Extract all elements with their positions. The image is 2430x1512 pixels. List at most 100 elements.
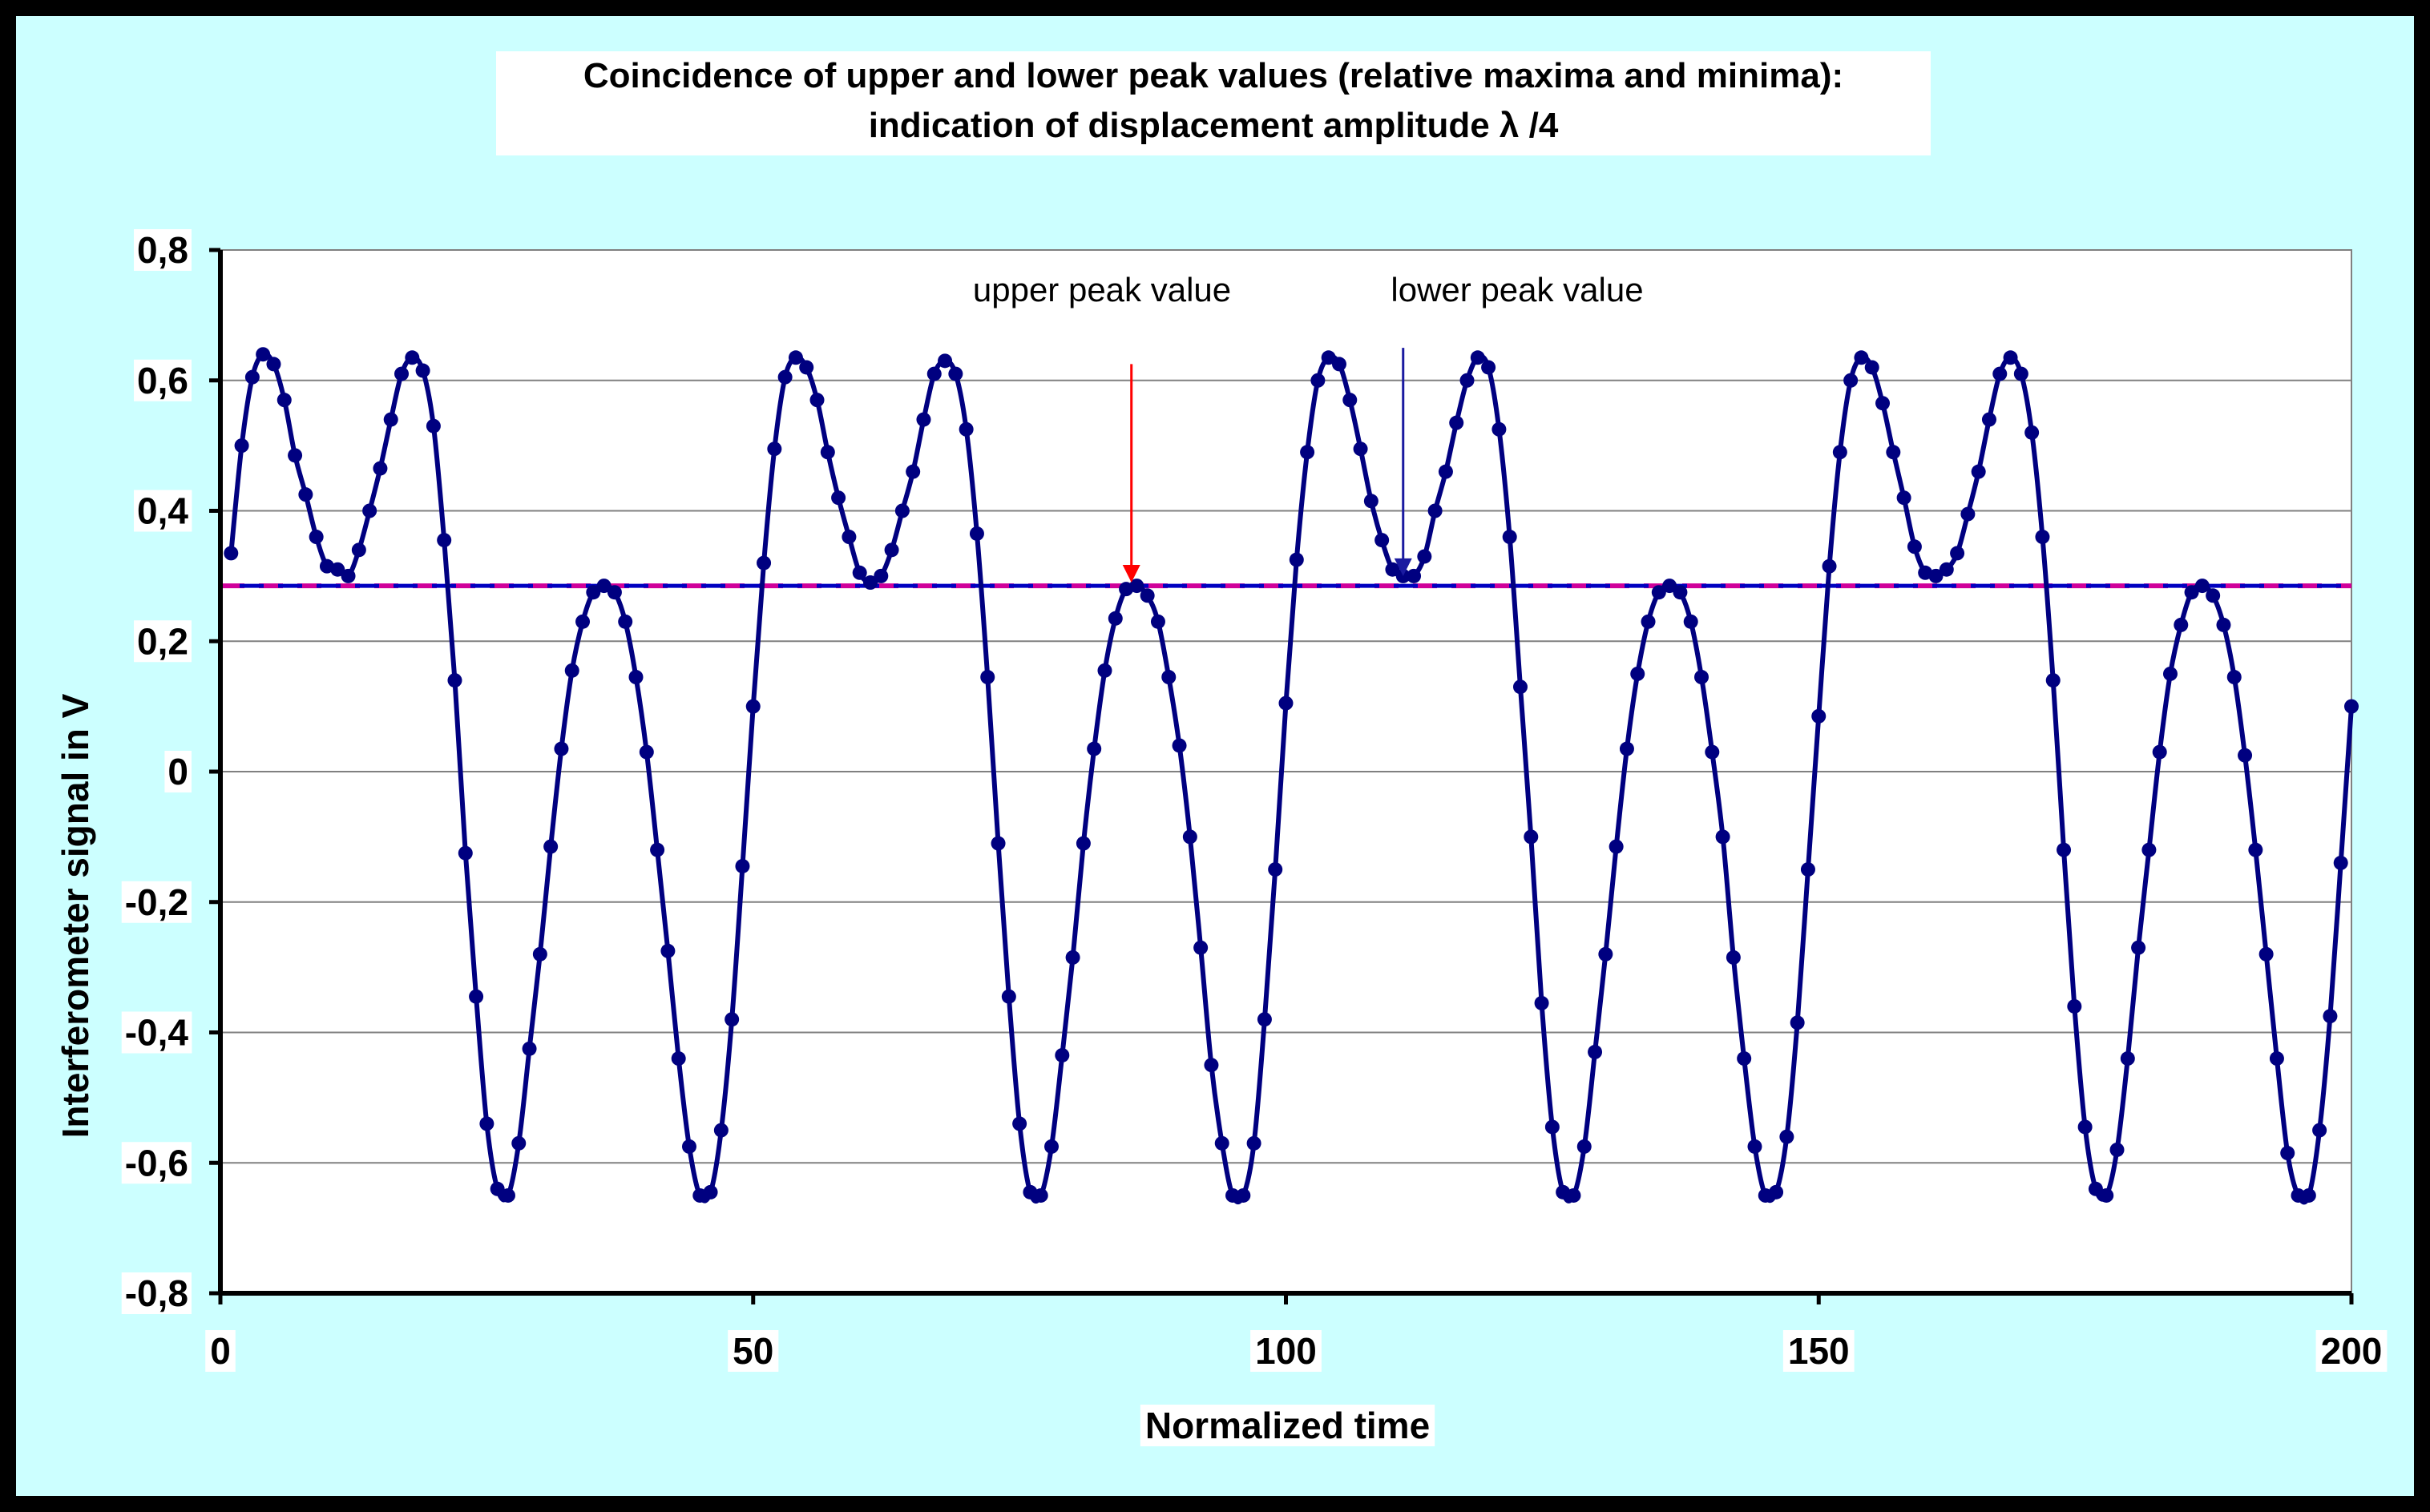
data-point <box>543 839 559 854</box>
data-point <box>703 1184 718 1200</box>
y-tick-label: 0,2 <box>137 620 188 662</box>
data-point <box>244 369 260 385</box>
data-point <box>820 445 835 460</box>
data-point <box>2258 946 2274 962</box>
x-tick-label: 150 <box>1788 1330 1850 1372</box>
data-point <box>596 579 612 594</box>
data-point <box>1609 839 1624 854</box>
data-point <box>1694 670 1709 685</box>
data-point <box>650 842 665 857</box>
upper-peak-label: upper peak value <box>973 271 1231 308</box>
y-tick-label: -0,6 <box>125 1142 188 1183</box>
data-point <box>522 1041 537 1056</box>
data-point <box>1289 552 1304 567</box>
chart-title-line-2: indication of displacement amplitude λ /… <box>868 106 1559 145</box>
data-point <box>2248 842 2263 857</box>
data-point <box>745 699 761 714</box>
data-point <box>2333 855 2348 870</box>
data-point <box>799 360 814 375</box>
data-point <box>288 448 303 463</box>
data-point <box>1683 614 1698 629</box>
data-point <box>660 943 676 958</box>
data-point <box>1576 1139 1592 1154</box>
data-point <box>1790 1015 1805 1030</box>
data-point <box>373 461 388 476</box>
data-point <box>2141 842 2157 857</box>
data-point <box>916 412 931 427</box>
y-tick-label-background <box>121 881 192 923</box>
data-point <box>777 369 793 385</box>
data-point <box>2024 425 2040 440</box>
data-point <box>1012 1116 1027 1131</box>
data-point <box>554 741 569 756</box>
axes <box>209 248 2354 1304</box>
data-point <box>1854 350 1869 365</box>
data-point <box>842 530 857 545</box>
x-tick-label-background <box>205 1330 236 1372</box>
data-point <box>426 418 441 433</box>
data-point <box>735 858 750 873</box>
data-point <box>959 421 974 437</box>
x-axis-title: Normalized time <box>1145 1405 1430 1446</box>
data-point <box>437 533 452 548</box>
data-point <box>1524 829 1539 845</box>
data-point <box>341 568 356 583</box>
data-point <box>1822 558 1837 574</box>
data-point <box>1055 1047 1070 1062</box>
data-point <box>1108 611 1123 626</box>
data-point <box>607 585 622 600</box>
data-point <box>2194 579 2210 594</box>
data-point <box>490 1181 505 1196</box>
data-point <box>405 350 420 365</box>
annotation-arrowhead <box>1122 565 1140 583</box>
data-point <box>2067 998 2082 1014</box>
y-tick-label-background <box>134 490 192 532</box>
y-tick-label: 0,6 <box>137 360 188 401</box>
data-point <box>479 1116 494 1131</box>
data-point <box>1481 360 1496 375</box>
data-point <box>1811 708 1827 724</box>
data-point <box>2312 1123 2327 1138</box>
data-point <box>1981 412 1996 427</box>
data-point <box>1001 989 1016 1004</box>
data-point <box>1470 350 1485 365</box>
chart-title-line-1: Coincidence of upper and lower peak valu… <box>583 56 1844 95</box>
data-point <box>2206 588 2221 603</box>
data-point <box>2109 1142 2125 1157</box>
data-point <box>2216 617 2231 632</box>
data-point <box>2174 617 2189 632</box>
data-point <box>1236 1187 1251 1203</box>
data-point <box>2238 748 2253 763</box>
data-point <box>1172 738 1187 753</box>
y-tick-label: -0,8 <box>125 1272 188 1314</box>
data-point <box>415 363 430 378</box>
data-point <box>1747 1139 1762 1154</box>
y-tick-label: -0,4 <box>125 1012 189 1054</box>
data-point <box>469 989 484 1004</box>
y-tick-label-background <box>164 751 192 792</box>
data-point <box>511 1135 527 1151</box>
data-point <box>351 542 366 558</box>
data-point <box>1033 1187 1048 1203</box>
data-point <box>980 670 995 685</box>
data-point <box>2045 673 2061 688</box>
data-point <box>564 663 579 678</box>
data-point <box>1268 862 1283 877</box>
y-tick-label-background <box>121 1011 192 1054</box>
data-point <box>1673 585 1688 600</box>
data-point <box>1588 1044 1603 1059</box>
data-point <box>394 366 410 381</box>
data-point <box>1449 415 1464 430</box>
data-point <box>1886 445 1901 460</box>
data-point <box>330 562 345 577</box>
data-point <box>1843 373 1859 388</box>
data-point <box>1374 533 1390 548</box>
y-tick-label-background <box>134 229 192 271</box>
data-point <box>1417 549 1432 564</box>
y-tick-label-background <box>121 1142 192 1184</box>
data-point <box>1097 663 1112 678</box>
y-tick-label-background <box>134 620 192 663</box>
tick-labels: -0,8 -0,6 -0,4 -0,2 0 0,2 0,4 0,6 0,8 0 50 100 150 20… <box>121 229 2388 1372</box>
y-tick-label-background <box>134 359 192 401</box>
